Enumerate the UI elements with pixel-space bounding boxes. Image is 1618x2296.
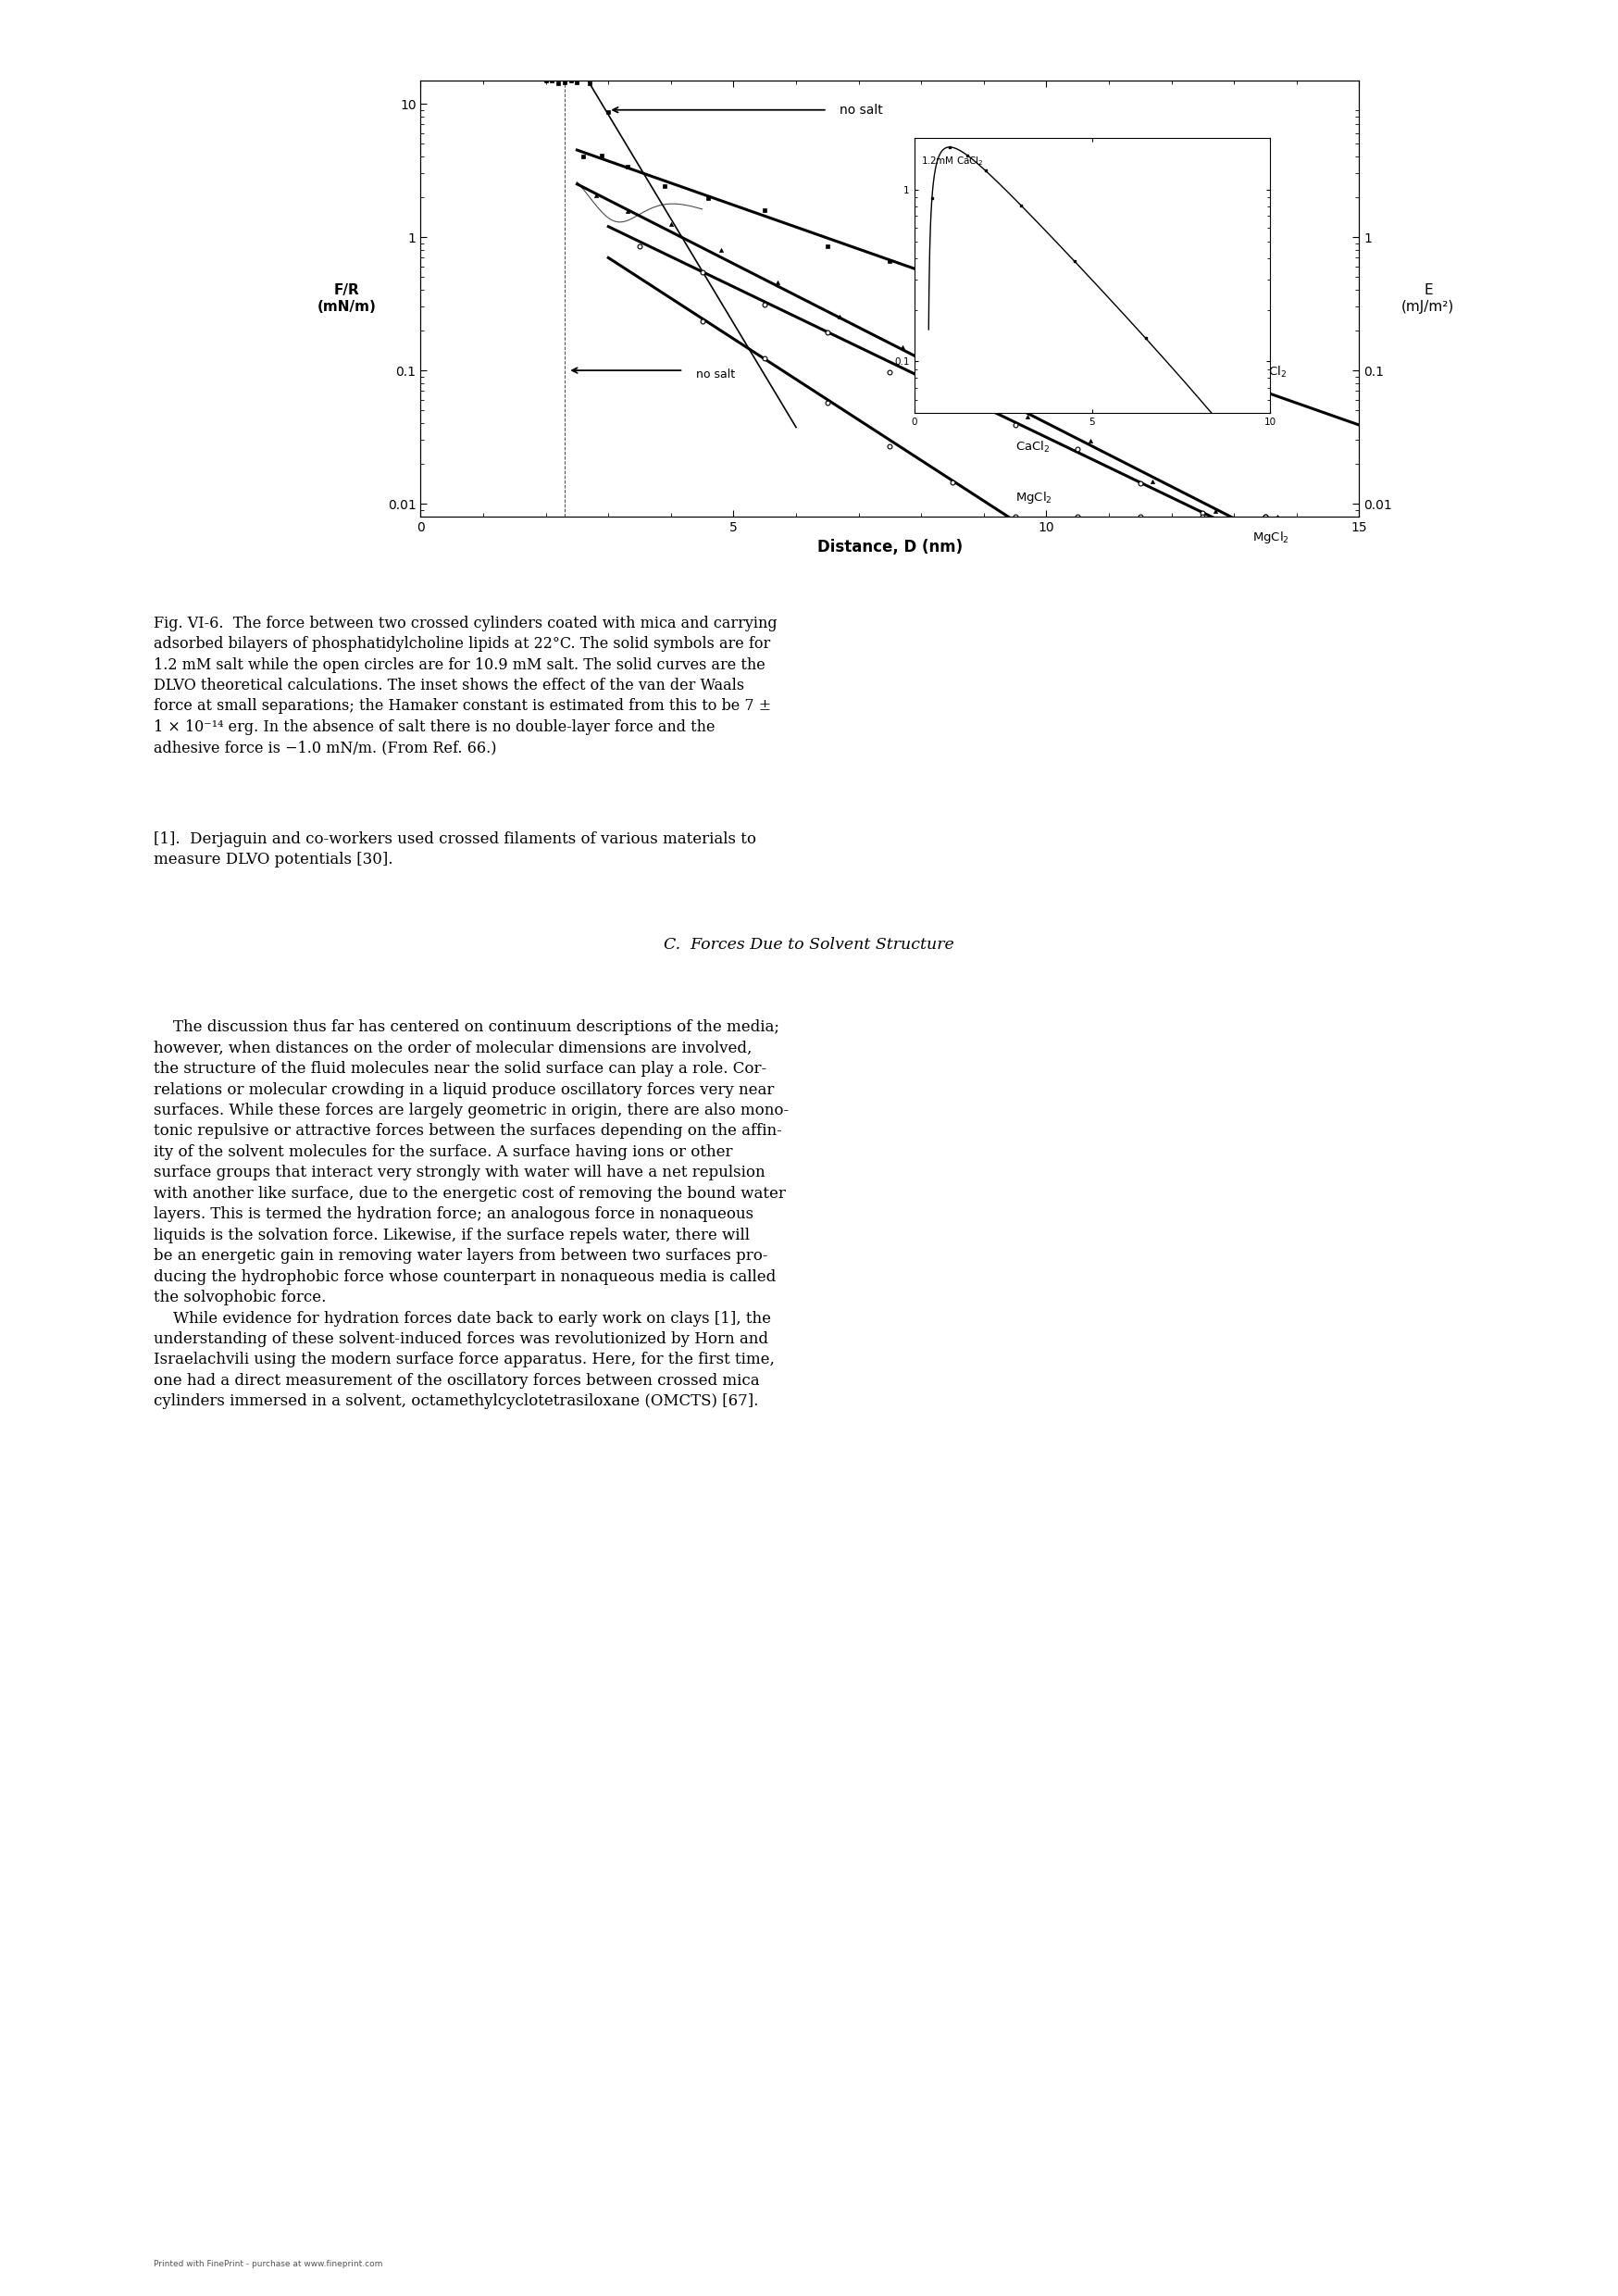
Y-axis label: E
(mJ/m²): E (mJ/m²) bbox=[1401, 282, 1455, 315]
Text: [1].  Derjaguin and co-workers used crossed filaments of various materials to
me: [1]. Derjaguin and co-workers used cross… bbox=[154, 831, 756, 868]
X-axis label: Distance, D (nm): Distance, D (nm) bbox=[817, 540, 963, 556]
Text: Fig. VI-6.  The force between two crossed cylinders coated with mica and carryin: Fig. VI-6. The force between two crossed… bbox=[154, 615, 777, 755]
Text: no salt: no salt bbox=[840, 103, 883, 117]
Text: CaCl$_2$: CaCl$_2$ bbox=[1252, 365, 1288, 379]
Text: CaCl$_2$: CaCl$_2$ bbox=[1014, 441, 1050, 455]
Text: Printed with FinePrint - purchase at www.fineprint.com: Printed with FinePrint - purchase at www… bbox=[154, 2259, 383, 2268]
Y-axis label: F/R
(mN/m): F/R (mN/m) bbox=[317, 282, 375, 315]
Text: MgCl$_2$: MgCl$_2$ bbox=[1014, 489, 1052, 505]
Text: MgCl$_2$: MgCl$_2$ bbox=[1252, 530, 1290, 544]
Text: C.  Forces Due to Solvent Structure: C. Forces Due to Solvent Structure bbox=[663, 937, 955, 953]
Text: The discussion thus far has centered on continuum descriptions of the media;
how: The discussion thus far has centered on … bbox=[154, 1019, 790, 1410]
Text: 1.2mM CaCl$_2$: 1.2mM CaCl$_2$ bbox=[921, 154, 984, 168]
Text: no salt: no salt bbox=[696, 370, 735, 381]
